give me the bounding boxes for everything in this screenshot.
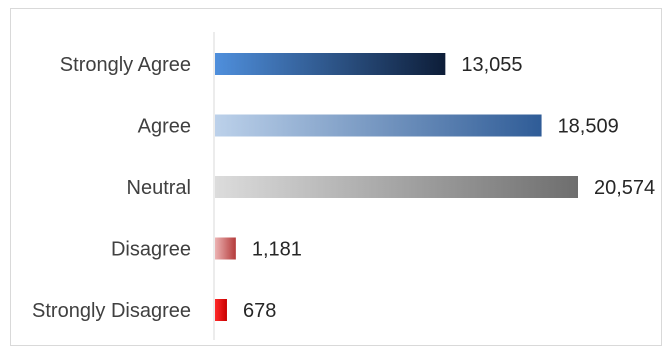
category-label: Neutral xyxy=(127,177,191,199)
bar xyxy=(215,114,542,137)
category-label: Strongly Disagree xyxy=(32,300,191,322)
data-label: 20,574 xyxy=(594,177,655,199)
data-label: 13,055 xyxy=(461,54,522,76)
bar xyxy=(215,176,578,198)
data-label: 1,181 xyxy=(252,239,302,261)
bar xyxy=(215,237,236,260)
category-label: Agree xyxy=(138,116,191,138)
bar xyxy=(215,299,227,321)
data-label: 18,509 xyxy=(558,116,619,138)
category-label: Strongly Agree xyxy=(60,54,191,76)
category-label: Disagree xyxy=(111,239,191,261)
data-label: 678 xyxy=(243,300,276,322)
bar xyxy=(215,53,446,75)
